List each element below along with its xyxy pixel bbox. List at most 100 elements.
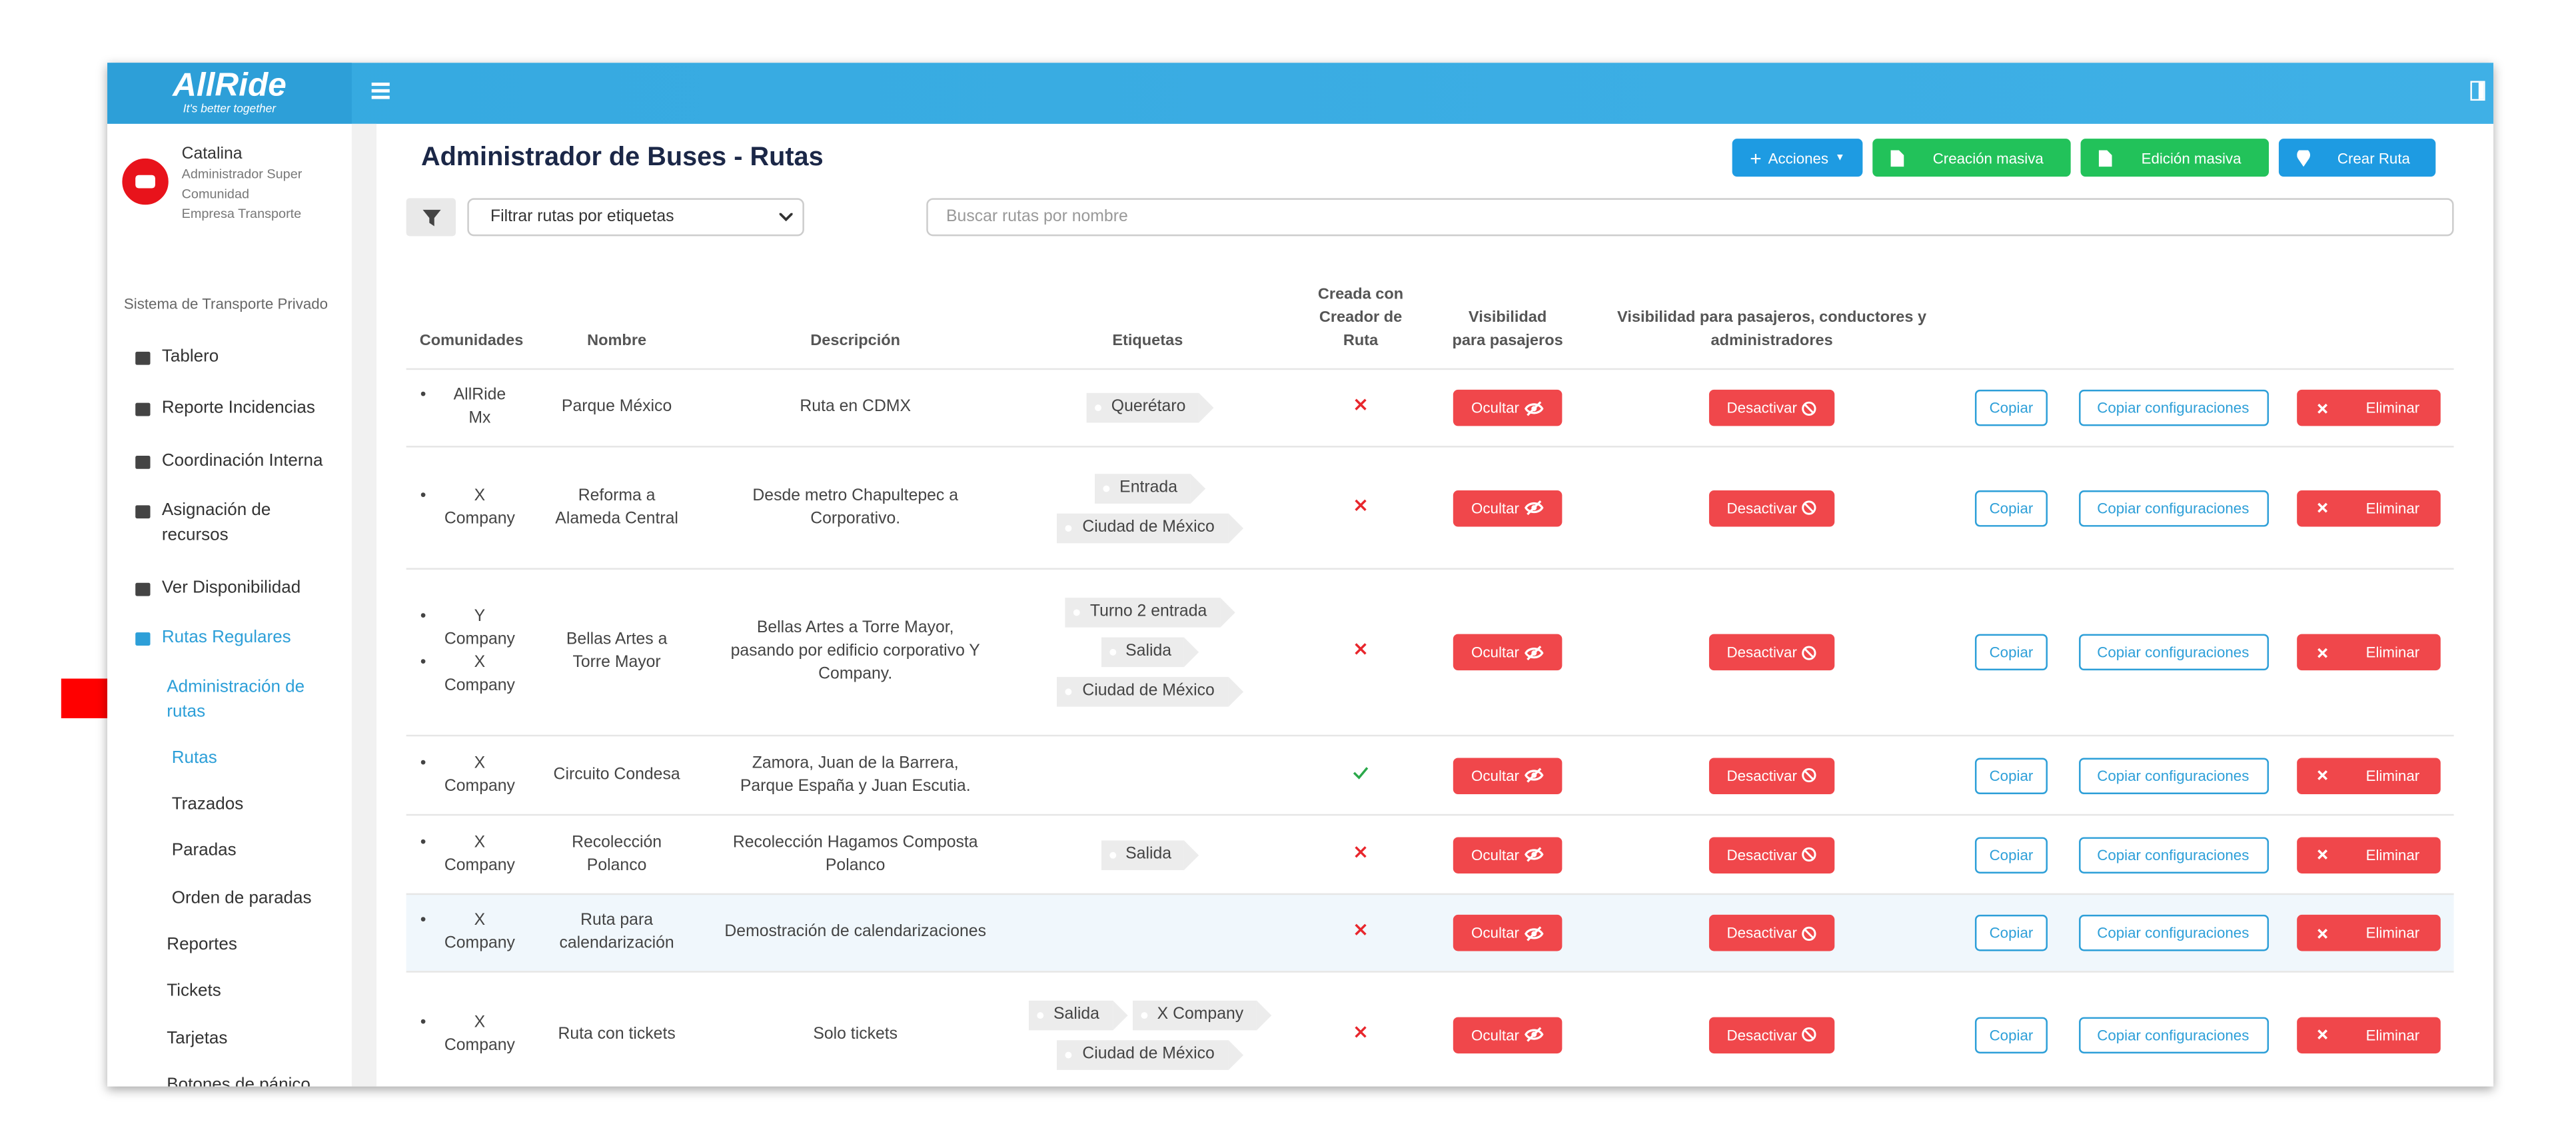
- copy-config-button[interactable]: Copiar configuraciones: [2078, 1016, 2268, 1053]
- copy-config-button[interactable]: Copiar configuraciones: [2078, 389, 2268, 426]
- table-cell: [1014, 895, 1281, 971]
- page-title: Administrador de Buses - Rutas: [420, 143, 824, 172]
- delete-button[interactable]: Eliminar: [2295, 489, 2440, 526]
- user-role: Comunidad: [181, 187, 250, 202]
- hide-button[interactable]: Ocultar: [1453, 634, 1563, 671]
- nav-subitem[interactable]: Paradas: [171, 840, 237, 861]
- table-cell: Ocultar: [1440, 816, 1575, 893]
- crear-ruta-button[interactable]: Crear Ruta: [2278, 139, 2436, 177]
- community-list: X Company: [414, 832, 529, 877]
- nav-subitem[interactable]: Tickets: [167, 981, 221, 1001]
- delete-button[interactable]: Eliminar: [2295, 634, 2440, 671]
- nav-subitem[interactable]: Trazados: [171, 794, 244, 814]
- filter-button[interactable]: [406, 198, 456, 237]
- community-list: X Company: [414, 752, 529, 798]
- hide-button[interactable]: Ocultar: [1453, 914, 1563, 951]
- menu-toggle[interactable]: [371, 82, 390, 99]
- nav-item[interactable]: Ver Disponibilidad: [134, 578, 301, 598]
- deactivate-button[interactable]: Desactivar: [1708, 489, 1835, 526]
- nav-item[interactable]: Coordinación Interna: [134, 451, 322, 470]
- tag-list: Salida: [1023, 840, 1271, 869]
- copy-button[interactable]: Copiar: [1974, 757, 2048, 794]
- deactivate-button[interactable]: Desactivar: [1708, 914, 1835, 951]
- nav-subitem[interactable]: Botones de pánico: [167, 1075, 311, 1087]
- nav-subitem[interactable]: Orden de paradas: [171, 888, 312, 909]
- search-input[interactable]: Buscar rutas por nombre: [926, 198, 2454, 237]
- copy-button[interactable]: Copiar: [1974, 836, 2048, 873]
- column-header: Etiquetas: [1112, 332, 1183, 350]
- nav-item[interactable]: Asignación de recursos: [134, 498, 332, 548]
- nav-label: Asignación de recursos: [161, 500, 271, 545]
- table-cell: Ocultar: [1440, 570, 1575, 735]
- delete-button[interactable]: Eliminar: [2295, 914, 2440, 951]
- deactivate-button[interactable]: Desactivar: [1708, 1016, 1835, 1053]
- panel-toggle[interactable]: [2470, 81, 2485, 101]
- table-cell: Eliminar: [2292, 370, 2454, 446]
- delete-button[interactable]: Eliminar: [2295, 1016, 2440, 1053]
- community-item: Y Company: [414, 606, 516, 652]
- copy-button[interactable]: Copiar: [1974, 389, 2048, 426]
- table-cell: Parque México: [536, 370, 696, 446]
- hide-button[interactable]: Ocultar: [1453, 489, 1563, 526]
- avatar: [119, 155, 172, 209]
- button-label: Copiar: [1989, 1026, 2034, 1043]
- nav-subitem[interactable]: Rutas: [171, 748, 217, 768]
- button-label: Desactivar: [1726, 399, 1797, 416]
- nav-item[interactable]: Reporte Incidencias: [134, 398, 315, 418]
- hide-button[interactable]: Ocultar: [1453, 757, 1563, 794]
- deactivate-button[interactable]: Desactivar: [1708, 389, 1835, 426]
- table-cell: Copiar: [1968, 448, 2054, 568]
- table-cell: Salida X Company Ciudad de México: [1014, 973, 1281, 1087]
- table-cell: [1281, 736, 1440, 814]
- copy-config-button[interactable]: Copiar configuraciones: [2078, 489, 2268, 526]
- table-cell: Bellas Artes a Torre Mayor, pasando por …: [697, 570, 1014, 735]
- nav-subitem[interactable]: Administración de rutas: [167, 677, 305, 722]
- deactivate-button[interactable]: Desactivar: [1708, 757, 1835, 794]
- button-label: Copiar configuraciones: [2097, 399, 2250, 416]
- tag: Ciudad de México: [1057, 677, 1243, 707]
- tag: Salida: [1100, 637, 1199, 668]
- copy-config-button[interactable]: Copiar configuraciones: [2078, 757, 2268, 794]
- button-label: Acciones: [1768, 149, 1829, 167]
- nav-subitem[interactable]: Tarjetas: [167, 1028, 228, 1049]
- delete-button[interactable]: Eliminar: [2295, 757, 2440, 794]
- community-item: X Company: [414, 752, 516, 798]
- filter-placeholder: Filtrar rutas por etiquetas: [490, 208, 674, 227]
- table-cell: Desactivar: [1575, 973, 1968, 1087]
- created-icon: [1354, 1023, 1367, 1046]
- copy-config-button[interactable]: Copiar configuraciones: [2078, 836, 2268, 873]
- button-label: Ocultar: [1471, 499, 1519, 516]
- copy-button[interactable]: Copiar: [1974, 1016, 2048, 1053]
- table-row: Y Company X Company Bellas Artes a Torre M…: [406, 568, 2454, 735]
- delete-button[interactable]: Eliminar: [2295, 836, 2440, 873]
- button-label: Copiar: [1989, 767, 2034, 784]
- table-cell: [1281, 570, 1440, 735]
- route-description: Desde metro Chapultepec a Corporativo.: [752, 486, 959, 528]
- nav-item[interactable]: Rutas Regulares: [134, 627, 291, 648]
- copy-button[interactable]: Copiar: [1974, 489, 2048, 526]
- button-label: Copiar: [1989, 499, 2034, 516]
- hide-button[interactable]: Ocultar: [1453, 836, 1563, 873]
- filter-select[interactable]: Filtrar rutas por etiquetas: [467, 198, 804, 237]
- nav-item[interactable]: Tablero: [134, 346, 219, 366]
- deactivate-button[interactable]: Desactivar: [1708, 836, 1835, 873]
- copy-button[interactable]: Copiar: [1974, 914, 2048, 951]
- delete-button[interactable]: Eliminar: [2295, 389, 2440, 426]
- copy-button[interactable]: Copiar: [1974, 634, 2048, 671]
- hide-button[interactable]: Ocultar: [1453, 1016, 1563, 1053]
- edicion-button[interactable]: Edición masiva: [2080, 139, 2269, 177]
- nav-label: Rutas Regulares: [161, 627, 291, 648]
- user-role: Empresa Transporte: [181, 206, 302, 222]
- button-label: Ocultar: [1471, 644, 1519, 661]
- hide-button[interactable]: Ocultar: [1453, 389, 1563, 426]
- button-label: Ocultar: [1471, 767, 1519, 784]
- table-cell: Eliminar: [2292, 448, 2454, 568]
- tag: Ciudad de México: [1057, 512, 1243, 543]
- acciones-button[interactable]: + Acciones ▼: [1732, 139, 1863, 177]
- deactivate-button[interactable]: Desactivar: [1708, 634, 1835, 671]
- creacion-button[interactable]: Creación masiva: [1872, 139, 2071, 177]
- copy-config-button[interactable]: Copiar configuraciones: [2078, 914, 2268, 951]
- table-cell: Desactivar: [1575, 370, 1968, 446]
- copy-config-button[interactable]: Copiar configuraciones: [2078, 634, 2268, 671]
- nav-subitem[interactable]: Reportes: [167, 934, 237, 955]
